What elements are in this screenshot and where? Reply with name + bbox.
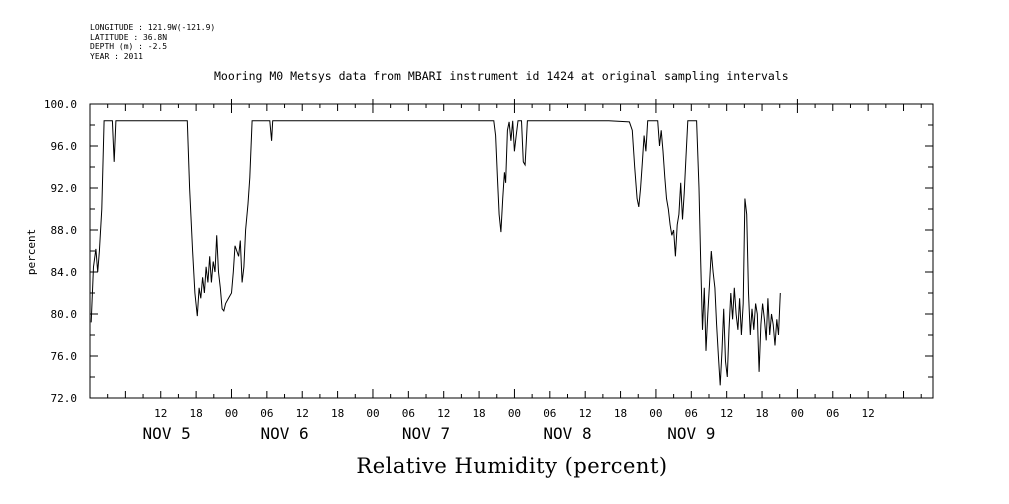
chart-title: Mooring M0 Metsys data from MBARI instru… (214, 69, 789, 83)
y-axis-label: percent (25, 229, 38, 275)
x-tick-label: 12 (720, 407, 733, 420)
y-tick-label: 88.0 (51, 224, 78, 237)
x-tick-label: 00 (508, 407, 521, 420)
x-day-label: NOV 9 (667, 424, 715, 443)
x-day-label: NOV 5 (143, 424, 191, 443)
x-tick-label: 06 (826, 407, 839, 420)
x-tick-label: 18 (472, 407, 485, 420)
x-tick-label: 06 (402, 407, 415, 420)
data-series (90, 120, 781, 386)
x-tick-label: 06 (543, 407, 556, 420)
y-tick-label: 76.0 (51, 350, 78, 363)
x-axis-label: Relative Humidity (percent) (356, 454, 668, 478)
x-tick-label: 06 (685, 407, 698, 420)
x-tick-label: 00 (649, 407, 662, 420)
y-tick-label: 84.0 (51, 266, 78, 279)
x-tick-label: 12 (154, 407, 167, 420)
x-tick-label: 18 (189, 407, 202, 420)
x-day-label: NOV 6 (260, 424, 308, 443)
y-tick-label: 72.0 (51, 392, 78, 405)
x-tick-label: 12 (579, 407, 592, 420)
x-tick-label: 00 (366, 407, 379, 420)
x-tick-label: 18 (614, 407, 627, 420)
metadata-year: YEAR : 2011 (90, 51, 143, 61)
x-tick-label: 00 (225, 407, 238, 420)
x-tick-label: 00 (791, 407, 804, 420)
x-day-label: NOV 8 (543, 424, 591, 443)
x-tick-label: 12 (437, 407, 450, 420)
series-line (90, 120, 781, 386)
y-tick-label: 100.0 (44, 98, 77, 111)
x-tick-label: 06 (260, 407, 273, 420)
x-tick-label: 12 (296, 407, 309, 420)
y-tick-label: 96.0 (51, 140, 78, 153)
x-tick-label: 18 (331, 407, 344, 420)
y-tick-label: 80.0 (51, 308, 78, 321)
x-day-label: NOV 7 (402, 424, 450, 443)
metadata-longitude: LONGITUDE : 121.9W(-121.9) (90, 23, 216, 32)
x-tick-label: 18 (755, 407, 768, 420)
axes: 72.0 76.0 80.0 84.0 88.0 92.0 96.0 100.0 12 18 00 0… (44, 98, 934, 443)
x-tick-label: 12 (862, 407, 875, 420)
metadata-latitude: LATITUDE : 36.8N (90, 32, 168, 42)
y-tick-label: 92.0 (51, 182, 78, 195)
metadata-block: LONGITUDE : 121.9W(-121.9) LATITUDE : 36… (90, 23, 215, 61)
metadata-depth: DEPTH (m) : -2.5 (90, 42, 168, 51)
